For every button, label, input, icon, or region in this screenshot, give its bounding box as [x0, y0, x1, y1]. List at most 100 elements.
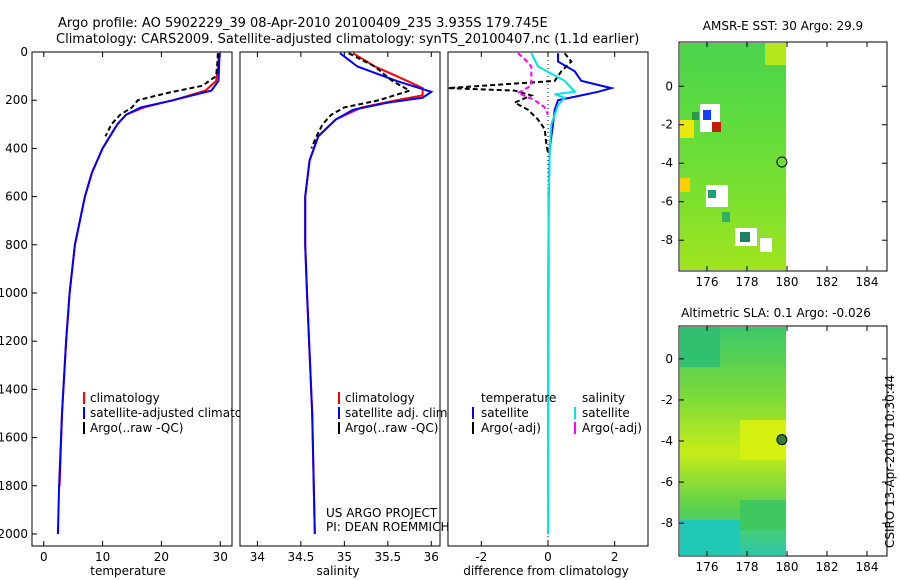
map-x-tick-label: 180: [776, 560, 799, 574]
figure-title-line1: Argo profile: AO 5902229_39 08-Apr-2010 …: [58, 16, 548, 31]
series-line-satellite-adj-clim-: [304, 52, 434, 535]
map-y-tick-label: 0: [665, 352, 673, 366]
cloud-gap: [760, 238, 772, 252]
cool-spot: [722, 212, 730, 222]
series-line-temperature-argo-adj-: [447, 52, 573, 154]
x-tick-label: 10: [95, 550, 110, 564]
difference-lines: [447, 52, 616, 535]
y-tick-label: 1600: [0, 431, 28, 445]
credit-pi: PI: DEAN ROEMMICH: [326, 520, 449, 534]
x-tick-label: 36: [424, 550, 439, 564]
temperature-panel: 0 10 20 30 0 200 400 600 800 1000 1200 1400 1600 1800…: [0, 45, 268, 578]
series-line-argo-raw-qc-: [104, 53, 219, 137]
cool-spot: [692, 112, 699, 120]
cool-spot: [708, 190, 716, 198]
temperature-legend: climatology satellite-adjusted climatolo…: [83, 391, 268, 435]
salinity-ticks: 34 34.5 35 35.5 36: [250, 52, 439, 564]
sla-map-title: Altimetric SLA: 0.1 Argo: -0.026: [681, 306, 871, 320]
x-tick-label: 30: [213, 550, 228, 564]
x-tick-label: 35.5: [374, 550, 401, 564]
x-tick-label: 34: [250, 550, 265, 564]
timestamp: CSIRO 13-Apr-2010 10:30:44: [883, 375, 897, 548]
temperature-lines: [56, 53, 221, 535]
y-tick-label: 600: [5, 190, 28, 204]
map-x-tick-label: 182: [816, 275, 839, 289]
y-tick-label: 1200: [0, 334, 28, 348]
difference-ticks: -2 0 2: [475, 52, 618, 564]
y-tick-label: 400: [5, 141, 28, 155]
map-y-tick-label: -2: [661, 118, 673, 132]
argo-location-marker: [776, 156, 788, 168]
salinity-legend: climatology satellite adj. clim. Argo(..…: [338, 391, 451, 435]
legend-label-sal-argo: Argo(-adj): [582, 421, 642, 435]
y-tick-label: 1400: [0, 382, 28, 396]
sst-field: [680, 43, 786, 270]
series-line-argo-raw-qc-: [310, 52, 413, 149]
map-y-tick-label: -4: [661, 156, 673, 170]
series-line-salinity-satellite: [530, 52, 577, 534]
cool-spot: [740, 232, 750, 242]
low-patch: [680, 520, 740, 555]
argo-location-marker: [776, 434, 788, 446]
temperature-ticks: 0 10 20 30 0 200 400 600 800 1000 1200 1400 1600 1800…: [0, 45, 228, 564]
map-x-tick-label: 182: [816, 560, 839, 574]
legend-label-climatology: climatology: [90, 391, 160, 405]
map-y-tick-label: -6: [661, 475, 673, 489]
map-x-tick-label: 176: [696, 275, 719, 289]
legend-label-temp-satellite: satellite: [481, 406, 529, 420]
map-x-tick-label: 180: [776, 275, 799, 289]
difference-panel: -2 0 2 difference from climatology tempera…: [447, 51, 649, 578]
y-tick-label: 200: [5, 93, 28, 107]
difference-legend: temperature satellite Argo(-adj) salinit…: [472, 391, 642, 435]
map-x-tick-label: 176: [696, 560, 719, 574]
x-tick-label: 0: [40, 550, 48, 564]
legend-label-argo: Argo(..raw -QC): [90, 421, 183, 435]
y-tick-label: 2000: [0, 527, 28, 541]
x-tick-label: 34.5: [288, 550, 315, 564]
legend-label-temp-argo: Argo(-adj): [481, 421, 541, 435]
temperature-xlabel: temperature: [90, 564, 165, 578]
sst-map-panel: AMSR-E SST: 30 Argo: 29.9 176 178 180 182 18…: [661, 19, 888, 289]
low-patch: [680, 327, 720, 367]
map-y-tick-label: -6: [661, 195, 673, 209]
map-x-tick-label: 178: [736, 275, 759, 289]
x-tick-label: 20: [154, 550, 169, 564]
map-x-tick-label: 178: [736, 560, 759, 574]
y-tick-label: 0: [20, 45, 28, 59]
map-y-tick-label: -2: [661, 393, 673, 407]
low-patch: [740, 500, 786, 530]
map-y-tick-label: -8: [661, 233, 673, 247]
legend-label-climatology: climatology: [345, 391, 415, 405]
map-y-tick-label: -8: [661, 516, 673, 530]
cold-spot: [703, 110, 711, 120]
series-line-satellite-adjusted-climatology: [56, 53, 221, 535]
salinity-axes-frame: [239, 51, 441, 547]
warm-spot: [712, 122, 721, 132]
temperature-axes-frame: [31, 51, 233, 547]
legend-label-argo: Argo(..raw -QC): [345, 421, 438, 435]
map-x-tick-label: 184: [856, 560, 879, 574]
x-tick-label: 0: [544, 550, 552, 564]
series-line-salinity-argo-adj-: [515, 52, 549, 116]
salinity-panel: 34 34.5 35 35.5 36 salinity climatology sate…: [239, 51, 451, 578]
x-tick-label: -2: [475, 550, 487, 564]
sla-map-ticks: 176 178 180 182 184 0 -2 -4 -6 -8: [661, 326, 887, 574]
map-y-tick-label: -4: [661, 434, 673, 448]
legend-label-satellite: satellite-adjusted climatology: [90, 406, 268, 420]
y-tick-label: 1800: [0, 479, 28, 493]
salinity-lines: [304, 52, 434, 535]
difference-xlabel: difference from climatology: [463, 564, 629, 578]
warm-patch: [680, 178, 690, 192]
warm-patch: [765, 43, 786, 65]
map-x-tick-label: 184: [856, 275, 879, 289]
y-tick-label: 800: [5, 238, 28, 252]
sst-map-ticks: 176 178 180 182 184 0 -2 -4 -6 -8: [661, 42, 887, 289]
map-y-tick-label: 0: [665, 79, 673, 93]
sst-map-title: AMSR-E SST: 30 Argo: 29.9: [703, 19, 863, 33]
x-tick-label: 2: [611, 550, 619, 564]
legend-header-salinity: salinity: [582, 391, 625, 405]
credit-project: US ARGO PROJECT: [326, 506, 438, 520]
legend-label-satellite: satellite adj. clim.: [345, 406, 451, 420]
x-tick-label: 35: [337, 550, 352, 564]
legend-header-temperature: temperature: [481, 391, 556, 405]
